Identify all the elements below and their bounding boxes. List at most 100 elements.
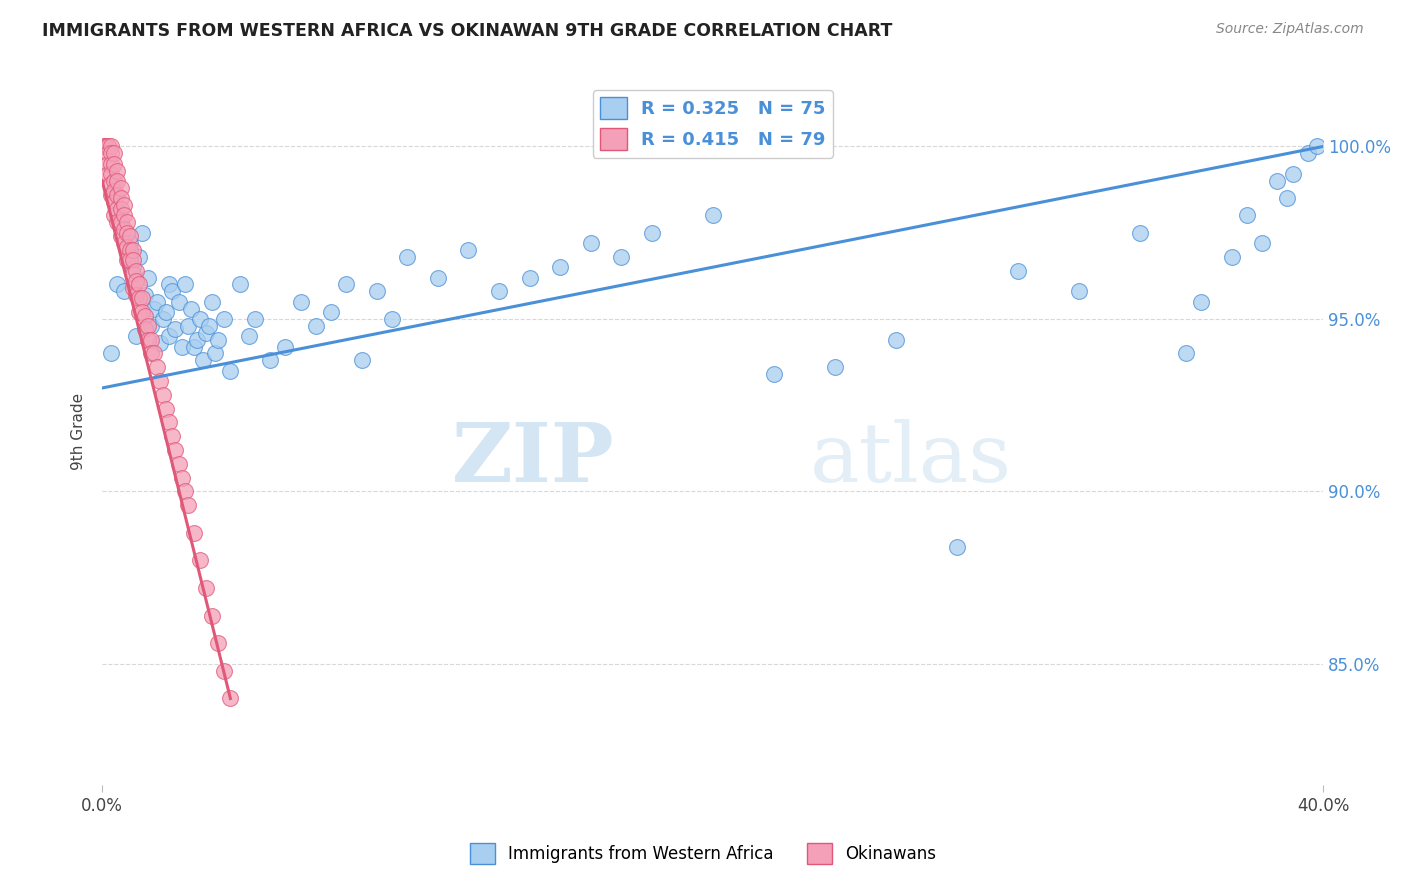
Point bbox=[146, 294, 169, 309]
Point bbox=[103, 209, 125, 223]
Point bbox=[139, 333, 162, 347]
Legend: Immigrants from Western Africa, Okinawans: Immigrants from Western Africa, Okinawan… bbox=[463, 837, 943, 871]
Point bbox=[155, 401, 177, 416]
Point bbox=[201, 608, 224, 623]
Point bbox=[152, 312, 174, 326]
Point bbox=[1306, 139, 1329, 153]
Point bbox=[165, 443, 187, 458]
Point bbox=[94, 139, 117, 153]
Point bbox=[548, 260, 571, 275]
Point bbox=[128, 291, 150, 305]
Point bbox=[152, 388, 174, 402]
Point bbox=[610, 250, 633, 264]
Point bbox=[94, 139, 117, 153]
Point bbox=[100, 346, 122, 360]
Point bbox=[118, 235, 141, 250]
Point bbox=[103, 194, 125, 209]
Point bbox=[112, 222, 135, 236]
Point bbox=[118, 243, 141, 257]
Point bbox=[207, 636, 229, 650]
Point bbox=[107, 174, 129, 188]
Point bbox=[97, 139, 120, 153]
Point bbox=[176, 318, 198, 333]
Point bbox=[1251, 235, 1274, 250]
Point bbox=[97, 139, 120, 153]
Point bbox=[198, 318, 221, 333]
Point bbox=[165, 322, 187, 336]
Point bbox=[131, 226, 153, 240]
Point bbox=[149, 374, 172, 388]
Point bbox=[94, 139, 117, 153]
Point bbox=[381, 312, 404, 326]
Point bbox=[157, 329, 180, 343]
Point bbox=[115, 226, 138, 240]
Point bbox=[103, 184, 125, 198]
Point bbox=[139, 346, 162, 360]
Point bbox=[143, 346, 166, 360]
Point bbox=[97, 157, 120, 171]
Text: ZIP: ZIP bbox=[453, 419, 614, 500]
Point bbox=[519, 270, 541, 285]
Point bbox=[186, 333, 208, 347]
Point bbox=[335, 277, 357, 292]
Point bbox=[191, 353, 214, 368]
Point bbox=[396, 250, 419, 264]
Point bbox=[274, 340, 297, 354]
Point bbox=[125, 288, 148, 302]
Point bbox=[94, 139, 117, 153]
Point bbox=[180, 301, 202, 316]
Point bbox=[107, 215, 129, 229]
Point bbox=[97, 146, 120, 161]
Point bbox=[128, 250, 150, 264]
Point bbox=[115, 253, 138, 268]
Point bbox=[207, 333, 229, 347]
Text: IMMIGRANTS FROM WESTERN AFRICA VS OKINAWAN 9TH GRADE CORRELATION CHART: IMMIGRANTS FROM WESTERN AFRICA VS OKINAW… bbox=[42, 22, 893, 40]
Point bbox=[259, 353, 281, 368]
Point bbox=[762, 367, 785, 381]
Point bbox=[167, 294, 190, 309]
Point bbox=[107, 202, 129, 216]
Point bbox=[110, 202, 132, 216]
Point bbox=[100, 167, 122, 181]
Legend: R = 0.325   N = 75, R = 0.415   N = 79: R = 0.325 N = 75, R = 0.415 N = 79 bbox=[592, 90, 832, 158]
Point bbox=[128, 277, 150, 292]
Point bbox=[134, 309, 156, 323]
Point bbox=[100, 187, 122, 202]
Point bbox=[188, 553, 211, 567]
Point bbox=[112, 235, 135, 250]
Text: atlas: atlas bbox=[810, 419, 1012, 500]
Point bbox=[1236, 209, 1258, 223]
Point bbox=[640, 226, 662, 240]
Point bbox=[195, 326, 218, 340]
Point bbox=[1067, 285, 1090, 299]
Point bbox=[214, 312, 236, 326]
Point bbox=[1296, 146, 1319, 161]
Point bbox=[115, 239, 138, 253]
Point bbox=[162, 285, 184, 299]
Point bbox=[946, 540, 969, 554]
Point bbox=[97, 167, 120, 181]
Point bbox=[125, 263, 148, 277]
Point bbox=[219, 364, 242, 378]
Text: Source: ZipAtlas.com: Source: ZipAtlas.com bbox=[1216, 22, 1364, 37]
Point bbox=[118, 253, 141, 268]
Point bbox=[1267, 174, 1289, 188]
Point bbox=[157, 277, 180, 292]
Point bbox=[1220, 250, 1243, 264]
Point bbox=[107, 163, 129, 178]
Point bbox=[146, 360, 169, 375]
Point bbox=[1129, 226, 1152, 240]
Point bbox=[305, 318, 328, 333]
Point bbox=[188, 312, 211, 326]
Point bbox=[143, 301, 166, 316]
Point bbox=[243, 312, 266, 326]
Point bbox=[100, 178, 122, 192]
Point bbox=[139, 318, 162, 333]
Point bbox=[321, 305, 343, 319]
Point bbox=[100, 139, 122, 153]
Point bbox=[201, 294, 224, 309]
Point bbox=[173, 484, 195, 499]
Point bbox=[100, 146, 122, 161]
Point bbox=[1281, 167, 1303, 181]
Point bbox=[176, 498, 198, 512]
